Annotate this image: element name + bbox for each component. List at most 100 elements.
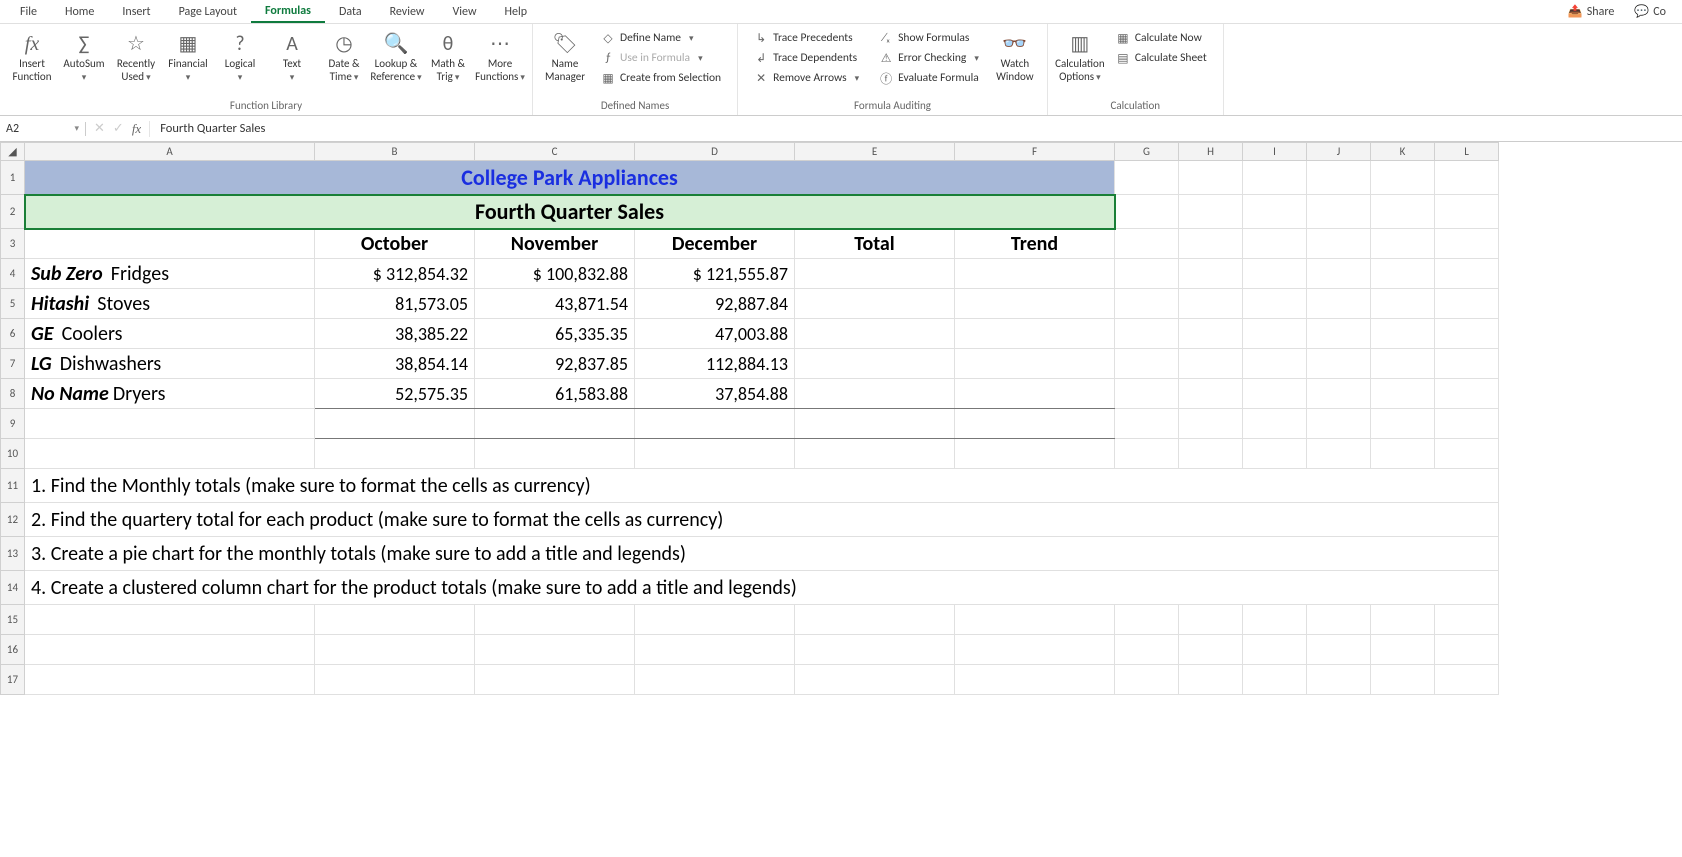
tab-formulas[interactable]: Formulas	[251, 1, 325, 23]
row-header[interactable]: 3	[1, 229, 25, 259]
tab-view[interactable]: View	[438, 2, 490, 22]
error-checking-button[interactable]: ⚠Error Checking	[875, 48, 983, 68]
row-header[interactable]: 1	[1, 161, 25, 195]
col-header[interactable]: December	[635, 229, 795, 259]
row-header[interactable]: 7	[1, 349, 25, 379]
instruction-cell[interactable]: 2. Find the quartery total for each prod…	[25, 503, 1499, 537]
row-header[interactable]: 6	[1, 319, 25, 349]
row-header[interactable]: 13	[1, 537, 25, 571]
col-header[interactable]: October	[315, 229, 475, 259]
row-header[interactable]: 8	[1, 379, 25, 409]
calculate-sheet-button[interactable]: ▤Calculate Sheet	[1112, 48, 1211, 68]
spreadsheet-grid[interactable]: ◢ ABCDEFGHIJKL 1 College Park Appliances…	[0, 142, 1682, 695]
tab-data[interactable]: Data	[325, 2, 376, 22]
insert-function-button[interactable]: fxInsert Function	[6, 26, 58, 83]
date-time-button[interactable]: ◷Date & Time	[318, 26, 370, 83]
table-row: 13 3. Create a pie chart for the monthly…	[1, 537, 1499, 571]
instruction-cell[interactable]: 3. Create a pie chart for the monthly to…	[25, 537, 1499, 571]
theta-icon: θ	[434, 30, 462, 58]
trace-dependents-button[interactable]: ↲Trace Dependents	[750, 48, 863, 68]
sigma-icon: ∑	[70, 30, 98, 58]
calculate-now-button[interactable]: ▦Calculate Now	[1112, 28, 1211, 48]
row-header[interactable]: 9	[1, 409, 25, 439]
row-header[interactable]: 10	[1, 439, 25, 469]
tab-review[interactable]: Review	[376, 2, 439, 22]
col-header[interactable]: November	[475, 229, 635, 259]
row-header[interactable]: 16	[1, 635, 25, 665]
product-cell[interactable]: GE Coolers	[25, 319, 315, 349]
row-header[interactable]: 14	[1, 571, 25, 605]
watch-window-button[interactable]: 👓Watch Window	[989, 26, 1041, 83]
remove-arrows-button[interactable]: ✕Remove Arrows	[750, 68, 863, 88]
enter-icon[interactable]: ✓	[113, 121, 124, 136]
row-header[interactable]: 17	[1, 665, 25, 695]
watch-icon: 👓	[1001, 30, 1029, 58]
product-cell[interactable]: No Name Dryers	[25, 379, 315, 409]
row-header[interactable]: 4	[1, 259, 25, 289]
text-fn-button[interactable]: AText	[266, 26, 318, 83]
name-box[interactable]: A2▾	[0, 122, 86, 136]
tab-insert[interactable]: Insert	[108, 2, 164, 22]
trace-prec-icon: ↳	[754, 31, 768, 45]
product-cell[interactable]: LG Dishwashers	[25, 349, 315, 379]
product-cell[interactable]: Hitashi Stoves	[25, 289, 315, 319]
tab-file[interactable]: File	[6, 2, 51, 22]
col-header[interactable]: Trend	[955, 229, 1115, 259]
show-formulas-button[interactable]: ∕ₓShow Formulas	[875, 28, 983, 48]
group-label: Function Library	[230, 97, 302, 115]
tag-small-icon: ◇	[601, 31, 615, 45]
trace-precedents-button[interactable]: ↳Trace Precedents	[750, 28, 863, 48]
recently-used-button[interactable]: ☆Recently Used	[110, 26, 162, 83]
table-row: 2 Fourth Quarter Sales	[1, 195, 1499, 229]
fx-icon: fx	[18, 30, 46, 58]
table-row: 7 LG Dishwashers 38,854.14 92,837.85 112…	[1, 349, 1499, 379]
table-row: 3 October November December Total Trend	[1, 229, 1499, 259]
instruction-cell[interactable]: 1. Find the Monthly totals (make sure to…	[25, 469, 1499, 503]
tab-help[interactable]: Help	[491, 2, 542, 22]
comment-icon: 💬	[1634, 4, 1649, 19]
grid-icon: ▦	[601, 71, 615, 85]
row-header[interactable]: 5	[1, 289, 25, 319]
row-header[interactable]: 2	[1, 195, 25, 229]
star-icon: ☆	[122, 30, 150, 58]
row-header[interactable]: 12	[1, 503, 25, 537]
financial-icon: ▦	[174, 30, 202, 58]
subtitle-cell[interactable]: Fourth Quarter Sales	[25, 195, 1115, 229]
group-calculation: ▥Calculation Options ▦Calculate Now ▤Cal…	[1048, 24, 1224, 115]
table-row: 14 4. Create a clustered column chart fo…	[1, 571, 1499, 605]
fx-small-icon: ƒ	[601, 51, 615, 65]
column-headers[interactable]: ◢ ABCDEFGHIJKL	[1, 143, 1499, 161]
row-header[interactable]: 15	[1, 605, 25, 635]
tab-page-layout[interactable]: Page Layout	[165, 2, 251, 22]
row-header[interactable]: 11	[1, 469, 25, 503]
evaluate-formula-button[interactable]: ⓕEvaluate Formula	[875, 68, 983, 88]
group-function-library: fxInsert Function ∑AutoSum ☆Recently Use…	[0, 24, 533, 115]
product-cell[interactable]: Sub Zero Fridges	[25, 259, 315, 289]
name-manager-button[interactable]: 🏷Name Manager	[539, 26, 591, 83]
title-cell[interactable]: College Park Appliances	[25, 161, 1115, 195]
formula-input[interactable]: Fourth Quarter Sales	[150, 121, 275, 136]
calc-icon: ▥	[1066, 30, 1094, 58]
instruction-cell[interactable]: 4. Create a clustered column chart for t…	[25, 571, 1499, 605]
create-from-selection-button[interactable]: ▦Create from Selection	[597, 68, 725, 88]
formula-bar: A2▾ ✕ ✓ fx Fourth Quarter Sales	[0, 116, 1682, 142]
comments-button[interactable]: 💬Co	[1624, 1, 1676, 22]
lookup-icon: 🔍	[382, 30, 410, 58]
more-functions-button[interactable]: ⋯More Functions	[474, 26, 526, 83]
eval-icon: ⓕ	[879, 71, 893, 85]
math-trig-button[interactable]: θMath & Trig	[422, 26, 474, 83]
cancel-icon[interactable]: ✕	[94, 121, 105, 136]
tab-home[interactable]: Home	[51, 2, 108, 22]
lookup-button[interactable]: 🔍Lookup & Reference	[370, 26, 422, 83]
define-name-button[interactable]: ◇Define Name	[597, 28, 725, 48]
col-header[interactable]: Total	[795, 229, 955, 259]
financial-button[interactable]: ▦Financial	[162, 26, 214, 83]
calculation-options-button[interactable]: ▥Calculation Options	[1054, 26, 1106, 83]
table-row: 16	[1, 635, 1499, 665]
use-in-formula-button[interactable]: ƒUse in Formula	[597, 48, 725, 68]
autosum-button[interactable]: ∑AutoSum	[58, 26, 110, 83]
logical-button[interactable]: ?Logical	[214, 26, 266, 83]
fx-icon[interactable]: fx	[132, 121, 141, 137]
share-button[interactable]: 📤Share	[1558, 1, 1625, 22]
select-all-corner[interactable]: ◢	[1, 143, 25, 161]
